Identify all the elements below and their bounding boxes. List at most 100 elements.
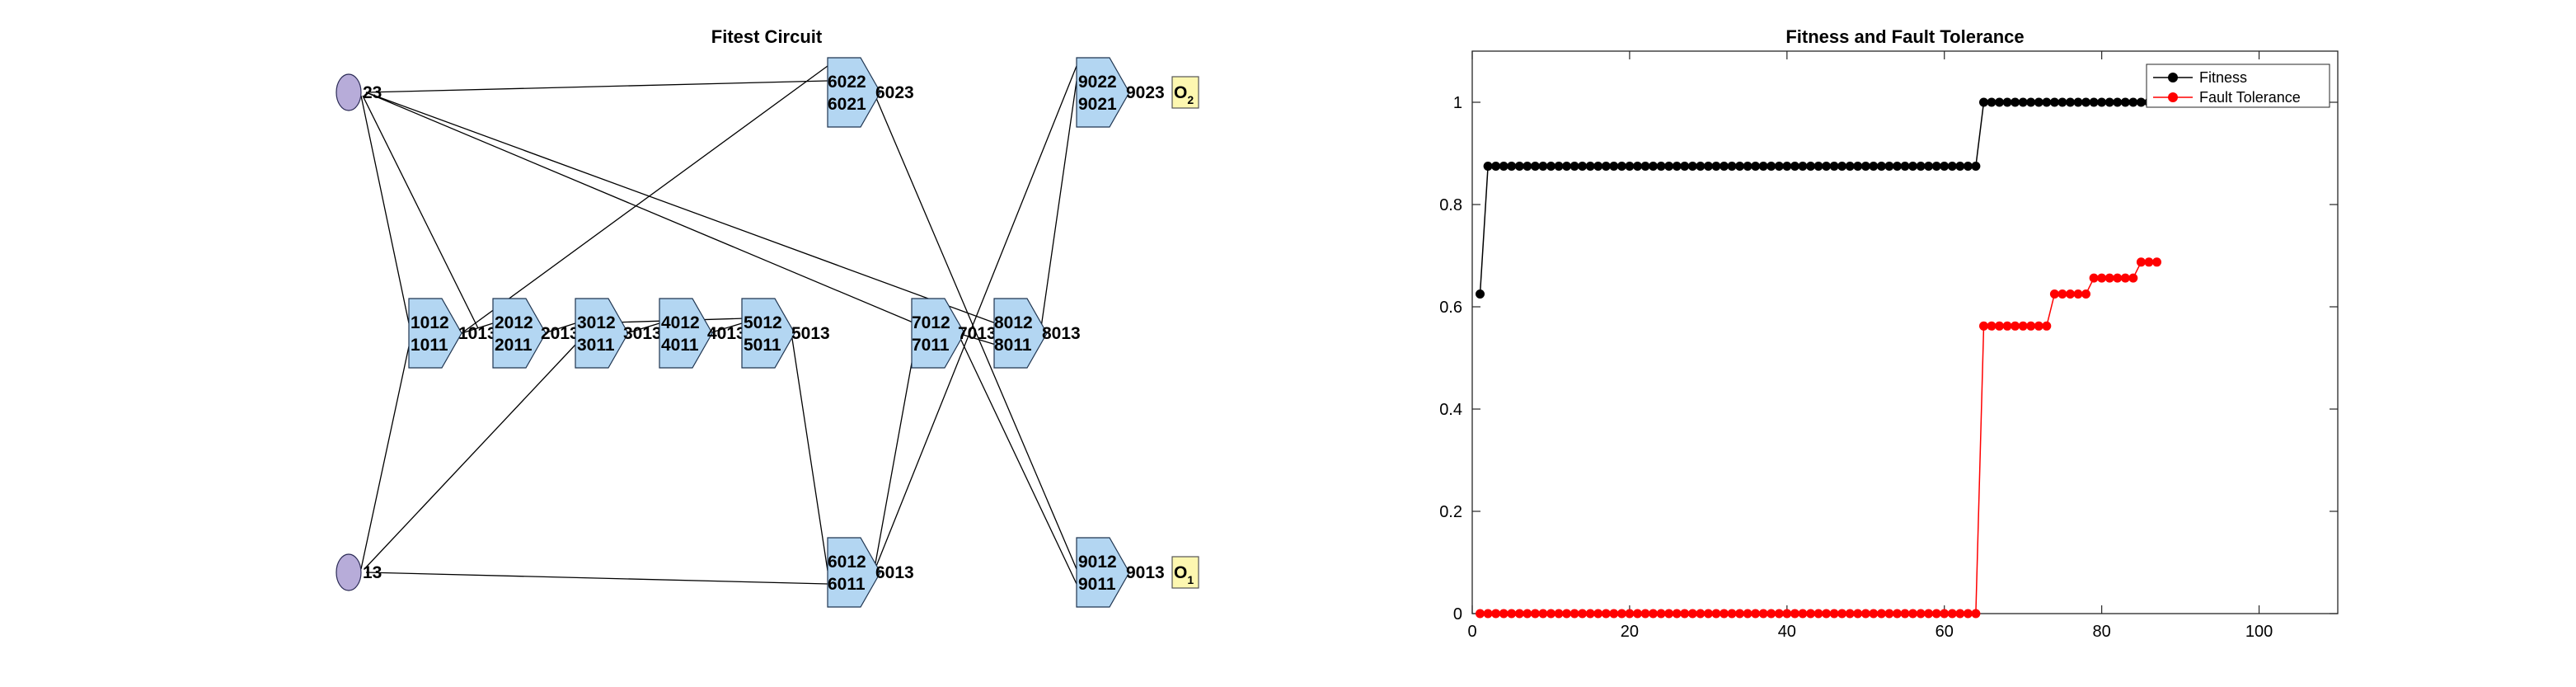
data-point <box>1767 162 1776 171</box>
wire <box>873 65 1077 573</box>
data-point <box>2104 97 2114 107</box>
gate-input-bottom: 9021 <box>1078 95 1117 114</box>
data-point <box>1585 162 1595 171</box>
data-point <box>1963 162 1973 171</box>
data-point <box>1507 609 1517 619</box>
gate-input-bottom: 7011 <box>912 336 950 355</box>
data-point <box>2058 97 2067 107</box>
data-point <box>1649 609 1658 619</box>
gate-input-top: 2012 <box>495 313 533 332</box>
data-point <box>1940 162 1950 171</box>
data-point <box>1931 162 1941 171</box>
data-point <box>1530 609 1540 619</box>
data-point <box>1798 609 1808 619</box>
wire <box>362 95 479 329</box>
data-point <box>1616 609 1626 619</box>
data-point <box>1562 609 1571 619</box>
circuit-diagram: Fitest Circuit 23 <box>335 26 1199 608</box>
data-point <box>1483 609 1493 619</box>
gate-output: 9023 <box>1126 83 1165 102</box>
input-node <box>335 553 362 591</box>
data-point <box>1947 609 1957 619</box>
gate-shape <box>911 298 965 369</box>
data-point <box>2011 321 2020 331</box>
data-point <box>1963 609 1973 619</box>
data-point <box>1940 609 1950 619</box>
data-point <box>1814 162 1823 171</box>
output-box <box>1171 76 1199 109</box>
gate: 7012 7011 7013 <box>911 298 997 369</box>
input-label: 23 <box>363 83 382 102</box>
data-point <box>1538 162 1548 171</box>
data-point <box>1523 162 1532 171</box>
data-point <box>1767 609 1776 619</box>
legend: Fitness Fault Tolerance <box>2146 64 2330 108</box>
gate-input-bottom: 3011 <box>577 336 615 355</box>
data-point <box>1774 162 1784 171</box>
data-point <box>2128 273 2138 283</box>
data-point <box>2104 273 2114 283</box>
data-point <box>1884 162 1894 171</box>
data-point <box>1616 162 1626 171</box>
gate: 2012 2011 2013 <box>492 298 579 369</box>
data-point <box>2073 289 2083 299</box>
y-tick-label: 0.8 <box>1439 196 1462 214</box>
data-point <box>1578 162 1588 171</box>
data-point <box>1680 609 1690 619</box>
data-point <box>1687 162 1697 171</box>
wire <box>365 92 997 324</box>
data-point <box>1893 609 1902 619</box>
wire <box>873 344 916 573</box>
data-point <box>1538 609 1548 619</box>
wire <box>360 95 410 324</box>
data-point <box>1758 609 1768 619</box>
data-point <box>1916 609 1926 619</box>
wire <box>1039 80 1077 334</box>
data-point <box>1947 162 1957 171</box>
x-tick-label: 80 <box>2093 623 2111 641</box>
data-point <box>1514 162 1524 171</box>
gate-output: 6023 <box>875 83 914 102</box>
wire <box>957 332 997 346</box>
gate: 5012 5011 5013 <box>741 298 830 369</box>
gate-output: 5013 <box>791 324 830 343</box>
data-point <box>1570 609 1579 619</box>
data-point <box>1806 609 1815 619</box>
data-point <box>1696 162 1706 171</box>
data-point <box>2136 97 2146 107</box>
data-point <box>1546 162 1555 171</box>
gate-shape <box>492 298 547 369</box>
legend-box <box>2146 64 2330 108</box>
data-point <box>1703 609 1713 619</box>
x-tick-label: 20 <box>1621 623 1639 641</box>
axis-ticks: 0 20 40 60 80 100 0 0.2 0.4 0.6 0.8 1 <box>1439 51 2338 641</box>
gate-input-top: 9012 <box>1078 553 1117 572</box>
legend-marker <box>2168 92 2178 102</box>
gate-shape <box>1076 537 1130 608</box>
data-point <box>1593 609 1603 619</box>
gate-output: 7013 <box>958 324 997 343</box>
data-point <box>1499 162 1509 171</box>
gate-input-bottom: 8011 <box>994 336 1032 355</box>
data-point <box>2018 97 2028 107</box>
data-point <box>2066 289 2075 299</box>
wire <box>364 344 576 570</box>
data-point <box>1971 609 1981 619</box>
data-point <box>2073 97 2083 107</box>
output-node: O1 <box>1171 556 1199 589</box>
data-point <box>1696 609 1706 619</box>
data-point <box>2113 273 2123 283</box>
gate-output: 9013 <box>1126 563 1165 582</box>
data-point <box>2081 289 2090 299</box>
data-point <box>2026 321 2036 331</box>
y-tick-label: 1 <box>1453 94 1462 112</box>
gate-output: 4013 <box>707 324 746 343</box>
data-point <box>1672 162 1682 171</box>
gate: 9022 9021 9023 <box>1076 57 1165 128</box>
plot-area <box>1471 50 2339 614</box>
data-point <box>1751 162 1761 171</box>
data-point <box>1735 162 1744 171</box>
data-point <box>1790 609 1799 619</box>
data-point <box>2034 321 2043 331</box>
data-point <box>1743 609 1753 619</box>
